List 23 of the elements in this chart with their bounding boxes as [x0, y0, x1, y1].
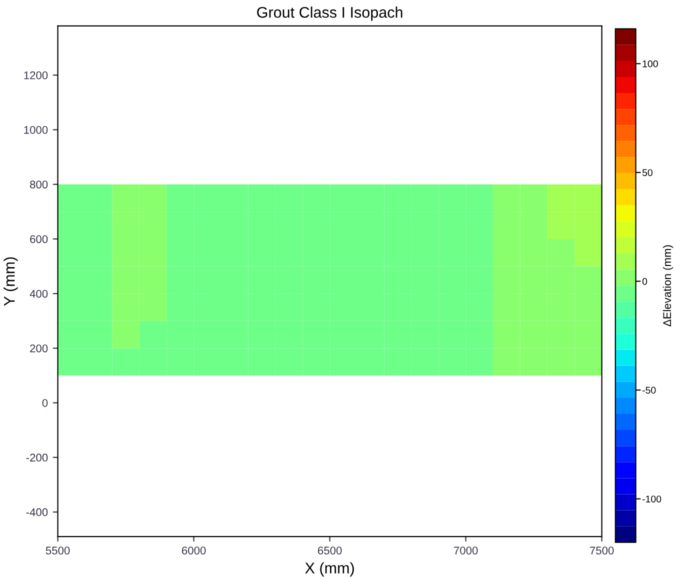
x-tick-label: 6000 [182, 546, 206, 554]
x-tick-label: 6500 [318, 546, 342, 554]
y-tick-label: 600 [30, 235, 48, 244]
y-tick-label: 200 [30, 344, 48, 352]
color-bar-label: -100 [642, 496, 662, 502]
x-tick-label: 7000 [454, 546, 478, 554]
color-bar-label: 50 [642, 169, 652, 176]
color-bar-label: 0 [642, 278, 648, 285]
color-bar-label: -50 [642, 386, 656, 394]
y-tick-label: 0 [42, 399, 48, 407]
chart-title: Grout Class I Isopach [257, 6, 402, 21]
x-axis-title: X (mm) [305, 562, 354, 576]
x-tick-label: 7500 [590, 546, 614, 554]
y-tick-label: -400 [26, 508, 48, 516]
y-tick-label: 1000 [24, 126, 48, 134]
x-tick-label: 5500 [46, 546, 70, 554]
y-tick-label: 400 [30, 290, 48, 298]
y-tick-label: -200 [26, 454, 48, 462]
color-bar-title: ΔElevation (mm) [662, 245, 674, 326]
y-tick-label: 1200 [24, 71, 48, 80]
y-axis-title: Y (mm) [4, 257, 18, 306]
color-bar-label: 100 [642, 60, 658, 68]
y-tick-label: 800 [30, 180, 48, 188]
